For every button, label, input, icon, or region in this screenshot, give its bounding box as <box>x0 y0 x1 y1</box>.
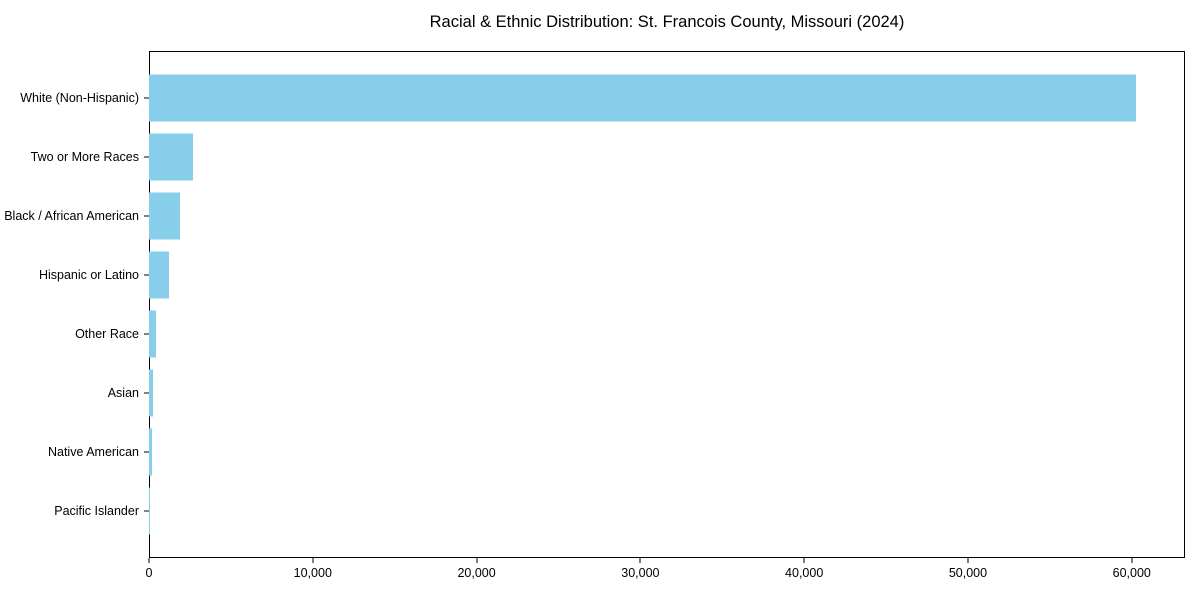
y-tick-mark <box>144 97 149 99</box>
bar <box>149 428 153 476</box>
chart-title: Racial & Ethnic Distribution: St. Franco… <box>429 13 905 31</box>
bar <box>149 369 154 417</box>
x-tick-mark <box>639 558 641 563</box>
x-tick-label: 20,000 <box>457 566 496 580</box>
y-tick-label: Hispanic or Latino <box>38 267 139 282</box>
x-tick-mark <box>967 558 969 563</box>
bar <box>149 192 180 240</box>
x-tick-label: 10,000 <box>293 566 332 580</box>
bar <box>149 74 1136 122</box>
y-tick-mark <box>144 333 149 335</box>
y-tick-mark <box>144 510 149 512</box>
y-tick-mark <box>144 392 149 394</box>
x-tick-mark <box>312 558 314 563</box>
x-tick-mark <box>148 558 150 563</box>
x-tick-mark <box>476 558 478 563</box>
y-tick-mark <box>144 451 149 453</box>
bar-row <box>149 192 1185 240</box>
y-tick-label: Black / African American <box>4 208 139 223</box>
bar <box>149 133 194 181</box>
x-tick-label: 50,000 <box>948 566 988 580</box>
x-tick-label: 30,000 <box>621 566 660 580</box>
bar <box>149 310 157 358</box>
y-tick-label: Two or More Races <box>30 149 139 164</box>
bar-row <box>149 487 1185 535</box>
plot-area <box>149 51 1185 558</box>
x-tick-mark <box>803 558 805 563</box>
y-tick-label: Pacific Islander <box>54 504 139 519</box>
y-tick-label: Other Race <box>75 326 139 341</box>
y-tick-mark <box>144 215 149 217</box>
x-tick-label: 60,000 <box>1112 566 1151 580</box>
bar-row <box>149 251 1185 299</box>
y-tick-label: White (Non-Hispanic) <box>20 90 139 105</box>
bar-row <box>149 310 1185 358</box>
bar <box>149 251 169 299</box>
x-tick-mark <box>1131 558 1133 563</box>
bar-row <box>149 369 1185 417</box>
bar-row <box>149 133 1185 181</box>
y-tick-mark <box>144 274 149 276</box>
x-tick-label: 40,000 <box>785 566 824 580</box>
y-tick-mark <box>144 156 149 158</box>
y-tick-label: Asian <box>107 385 139 400</box>
y-tick-label: Native American <box>47 444 139 459</box>
bar-row <box>149 428 1185 476</box>
bar-row <box>149 74 1185 122</box>
x-tick-label: 0 <box>145 566 153 580</box>
